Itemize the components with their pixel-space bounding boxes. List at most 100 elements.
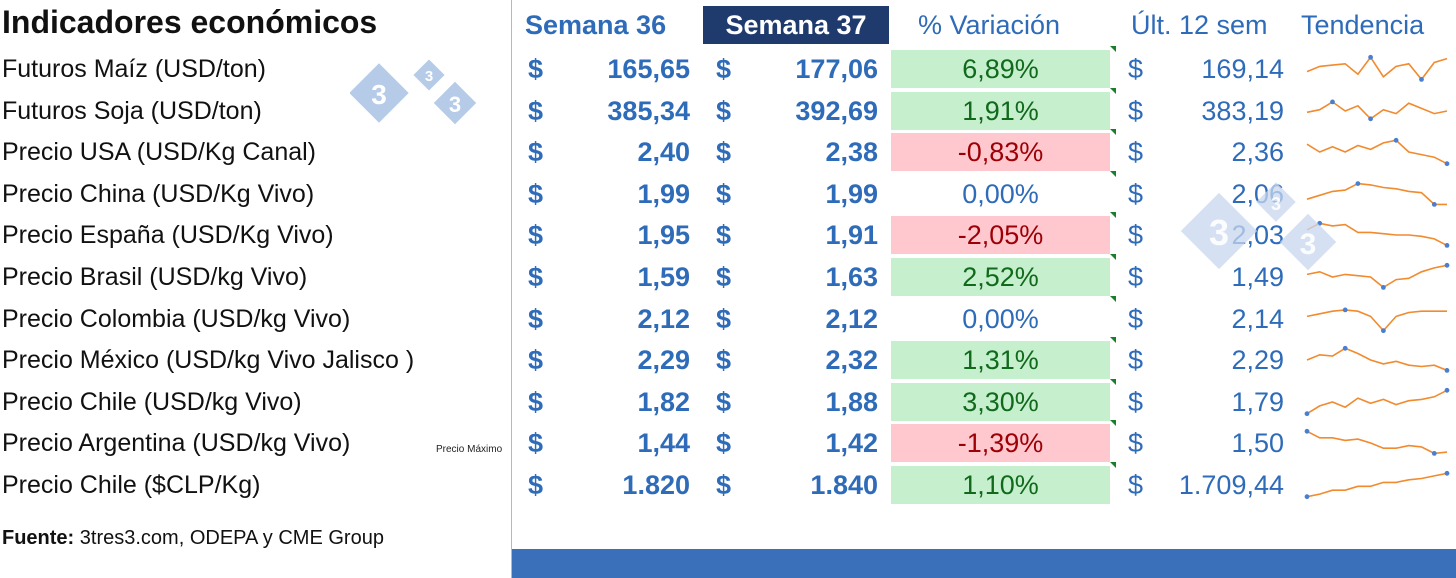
logo-digit: 3 (449, 92, 461, 117)
currency-symbol: $ (528, 179, 544, 209)
currency-symbol: $ (1128, 470, 1144, 500)
source-line: Fuente: 3tres3.com, ODEPA y CME Group (2, 527, 384, 550)
sparkline-path (1306, 389, 1448, 415)
currency-symbol: $ (716, 262, 732, 292)
currency-symbol: $ (1128, 387, 1144, 417)
trend-sparkline (1304, 428, 1448, 456)
value-last-12-weeks: 169,14 (1201, 54, 1284, 84)
sparkline-marker (1444, 243, 1450, 248)
logo-digit: 3 (1209, 212, 1229, 253)
value-week-37: 2,12 (825, 304, 878, 334)
sparkline-marker (1444, 262, 1450, 268)
sparkline-marker (1304, 411, 1310, 417)
indicator-label: Precio Brasil (USD/kg Vivo) (2, 263, 308, 291)
value-week-37: 1,99 (825, 179, 878, 209)
variation-cell: 1,31% (891, 341, 1110, 379)
currency-symbol: $ (528, 345, 544, 375)
variation-cell: 6,89% (891, 50, 1110, 88)
logo-digit: 3 (371, 79, 387, 110)
variation-cell: 1,91% (891, 92, 1110, 130)
currency-symbol: $ (528, 470, 544, 500)
value-week-36: 1,59 (637, 262, 690, 292)
currency-symbol: $ (528, 428, 544, 458)
sparkline-marker (1368, 116, 1373, 122)
logo-digit: 3 (1300, 228, 1317, 261)
currency-symbol: $ (716, 345, 732, 375)
sparkline-marker (1342, 307, 1348, 313)
sparkline-path (1306, 264, 1448, 289)
indicator-label: Precio Colombia (USD/kg Vivo) (2, 305, 351, 333)
value-week-37: 1,91 (825, 220, 878, 250)
trend-sparkline (1306, 345, 1450, 373)
cell-flag-marker (1110, 254, 1116, 260)
indicator-label: Precio Chile (USD/kg Vivo) (2, 388, 302, 416)
variation-cell: 2,52% (891, 258, 1110, 296)
indicator-label: Precio Chile ($CLP/Kg) (2, 471, 261, 499)
variation-cell: -0,83% (891, 133, 1110, 171)
currency-symbol: $ (528, 96, 544, 126)
sparkline-path (1306, 100, 1448, 120)
currency-symbol: $ (528, 54, 544, 84)
currency-symbol: $ (1128, 179, 1144, 209)
variation-cell: 0,00% (962, 179, 1039, 209)
value-week-36: 385,34 (607, 96, 690, 126)
currency-symbol: $ (528, 304, 544, 334)
currency-symbol: $ (716, 179, 732, 209)
sparkline-marker (1444, 387, 1450, 393)
sparkline-path (1306, 472, 1448, 498)
currency-symbol: $ (528, 387, 544, 417)
value-week-36: 1,95 (637, 220, 690, 250)
sparkline-marker (1355, 181, 1361, 186)
value-last-12-weeks: 2,36 (1231, 137, 1284, 167)
value-week-37: 2,32 (825, 345, 878, 375)
sparkline-path (1306, 222, 1448, 247)
currency-symbol: $ (1128, 304, 1144, 334)
currency-symbol: $ (1128, 54, 1144, 84)
cell-flag-marker (1110, 171, 1116, 177)
currency-symbol: $ (528, 220, 544, 250)
currency-symbol: $ (1128, 96, 1144, 126)
indicator-label: Precio USA (USD/Kg Canal) (2, 138, 317, 166)
value-week-37: 1,63 (825, 262, 878, 292)
trend-sparkline (1304, 387, 1450, 417)
currency-symbol: $ (716, 54, 732, 84)
currency-symbol: $ (716, 137, 732, 167)
currency-symbol: $ (528, 262, 544, 292)
currency-symbol: $ (1128, 137, 1144, 167)
sparkline-marker (1431, 202, 1437, 207)
value-week-36: 1,99 (637, 179, 690, 209)
variation-cell: -2,05% (891, 216, 1110, 254)
trend-sparkline (1306, 181, 1447, 207)
value-week-37: 1,42 (825, 428, 878, 458)
cell-flag-marker (1110, 379, 1116, 385)
sparkline-marker (1304, 494, 1310, 500)
value-week-36: 1,44 (637, 428, 690, 458)
sparkline-path (1306, 347, 1448, 372)
header-last-12-weeks: Últ. 12 sem (1131, 10, 1268, 40)
cell-flag-marker (1110, 129, 1116, 135)
value-last-12-weeks: 1,50 (1231, 428, 1284, 458)
header-variation: % Variación (918, 10, 1061, 40)
watermark-logo-left: 3 3 3 (350, 59, 477, 125)
variation-cell: 1,10% (891, 466, 1110, 504)
value-last-12-weeks: 2,29 (1231, 345, 1284, 375)
indicator-label: Precio China (USD/Kg Vivo) (2, 180, 315, 208)
trend-sparkline (1306, 137, 1450, 167)
cell-flag-marker (1110, 88, 1116, 94)
trend-sparkline (1306, 99, 1448, 122)
sparkline-marker (1342, 345, 1348, 351)
value-week-36: 1,82 (637, 387, 690, 417)
sparkline-path (1306, 139, 1448, 165)
currency-symbol: $ (1128, 428, 1144, 458)
cell-flag-marker (1110, 296, 1116, 302)
sparkline-path (1306, 182, 1447, 206)
value-last-12-weeks: 1,79 (1231, 387, 1284, 417)
value-week-37: 1.840 (810, 470, 878, 500)
cell-flag-marker (1110, 46, 1116, 52)
header-trend: Tendencia (1301, 10, 1425, 40)
currency-symbol: $ (716, 387, 732, 417)
variation-cell: 3,30% (891, 383, 1110, 421)
trend-sparkline (1306, 307, 1447, 334)
value-week-37: 392,69 (795, 96, 878, 126)
sparkline-path (1306, 430, 1448, 455)
